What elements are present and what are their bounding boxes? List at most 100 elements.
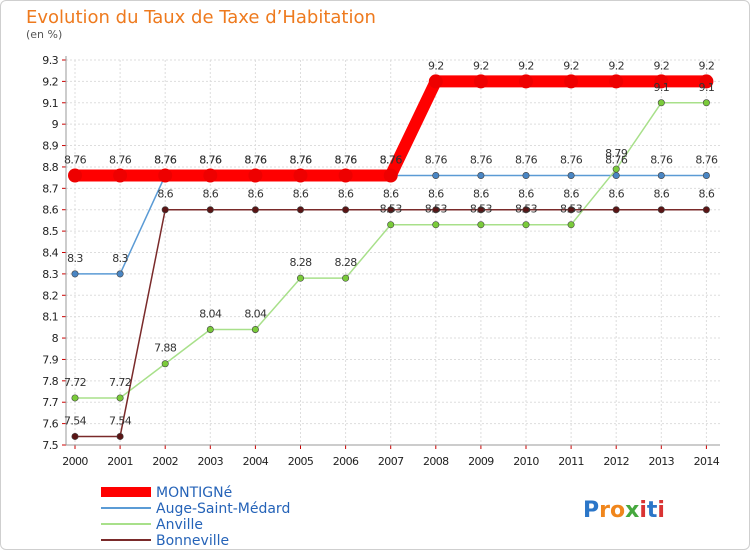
series-anville	[71, 99, 710, 402]
y-tick-label: 7.8	[42, 375, 58, 388]
data-label: 8.6	[473, 188, 489, 201]
data-label: 8.76	[199, 154, 222, 167]
data-label: 8.76	[289, 154, 312, 167]
data-label: 8.28	[335, 256, 358, 269]
data-label: 7.54	[64, 414, 87, 427]
y-tick-label: 8.1	[42, 311, 58, 324]
data-label: 9.2	[518, 59, 534, 72]
data-label: 8.76	[64, 154, 87, 167]
data-point	[248, 168, 263, 183]
data-point	[609, 74, 624, 89]
data-point	[113, 168, 128, 183]
data-point	[432, 172, 440, 180]
legend-swatch	[101, 487, 151, 497]
proxiti-logo: Proxiti	[583, 498, 665, 523]
legend-label: MONTIGNé	[156, 485, 232, 501]
data-point	[519, 74, 533, 89]
data-point	[116, 270, 124, 278]
data-point	[522, 221, 530, 229]
data-label: 9.2	[473, 59, 489, 72]
data-point	[612, 206, 620, 214]
data-point	[71, 270, 79, 278]
y-tick-label: 7.6	[42, 418, 58, 431]
data-point	[71, 432, 79, 440]
grid	[66, 59, 720, 446]
data-label: 7.54	[109, 414, 132, 427]
data-label: 9.1	[653, 81, 669, 94]
x-tick-label: 2014	[694, 455, 720, 468]
data-label: 8.76	[380, 154, 403, 167]
data-point	[158, 168, 173, 183]
legend-item: MONTIGNé	[101, 485, 232, 501]
data-point	[702, 206, 710, 214]
x-tick-label: 2005	[288, 455, 314, 468]
data-point	[116, 432, 124, 440]
chart-title: Evolution du Taux de Taxe d’Habitation	[26, 7, 376, 28]
legend-item: Auge-Saint-Médard	[101, 501, 290, 517]
y-tick-label: 8.9	[42, 140, 58, 153]
data-label: 8.6	[653, 188, 669, 201]
data-point	[251, 325, 259, 333]
data-point	[657, 206, 665, 214]
data-label: 8.6	[428, 188, 444, 201]
data-point	[383, 168, 398, 183]
data-point	[654, 74, 669, 89]
y-tick-label: 8.2	[42, 289, 58, 302]
data-label: 8.76	[199, 154, 222, 167]
x-tick-label: 2009	[468, 455, 494, 468]
data-point	[342, 274, 350, 282]
data-point	[477, 221, 485, 229]
data-label: 8.6	[699, 188, 715, 201]
series-bonneville	[71, 206, 710, 440]
data-point	[567, 206, 575, 214]
data-point	[296, 274, 304, 282]
data-label: 8.76	[425, 154, 448, 167]
data-label: 8.53	[470, 203, 493, 216]
data-label: 8.76	[154, 154, 177, 167]
data-point	[206, 206, 214, 214]
x-tick-label: 2002	[152, 455, 178, 468]
data-label: 8.04	[199, 308, 222, 321]
data-point	[293, 168, 308, 183]
data-label: 8.3	[112, 252, 128, 265]
data-point	[68, 168, 82, 183]
data-point	[71, 394, 79, 402]
data-label: 7.72	[64, 376, 86, 389]
data-label: 8.76	[695, 154, 718, 167]
data-point	[702, 172, 710, 180]
y-tick-label: 7.9	[42, 353, 58, 366]
series-group	[68, 74, 714, 440]
data-point	[657, 99, 665, 107]
y-tick-label: 8.3	[42, 268, 58, 281]
y-axis-ticks: 7.5 7.6 7.7 7.8 7.9 8 8.1 8.2 8.3 8.4 8.5 8.6 8.7 8.8…	[42, 54, 59, 452]
data-label: 8.3	[67, 252, 83, 265]
data-point	[116, 394, 124, 402]
axes	[62, 56, 720, 449]
data-point	[477, 172, 485, 180]
y-tick-label: 8.8	[42, 161, 58, 174]
data-label: 8.6	[248, 188, 264, 201]
data-label: 8.76	[109, 154, 132, 167]
data-label: 8.6	[338, 188, 354, 201]
data-label: 8.6	[608, 188, 624, 201]
data-label: 8.53	[515, 203, 538, 216]
data-point	[567, 221, 575, 229]
data-label: 8.76	[560, 154, 583, 167]
data-label: 8.6	[563, 188, 579, 201]
x-tick-label: 2007	[378, 455, 404, 468]
data-point	[161, 206, 169, 214]
data-label: 8.76	[289, 154, 312, 167]
y-tick-label: 9	[52, 118, 59, 131]
data-point	[203, 168, 218, 183]
data-point	[522, 172, 530, 180]
data-point	[522, 206, 530, 214]
y-tick-label: 8.7	[42, 182, 58, 195]
data-point	[612, 165, 620, 173]
data-label: 8.76	[244, 154, 267, 167]
data-point	[206, 325, 214, 333]
data-point	[338, 168, 353, 183]
data-point	[612, 172, 620, 180]
x-tick-label: 2013	[648, 455, 674, 468]
y-tick-label: 9.2	[42, 75, 58, 88]
